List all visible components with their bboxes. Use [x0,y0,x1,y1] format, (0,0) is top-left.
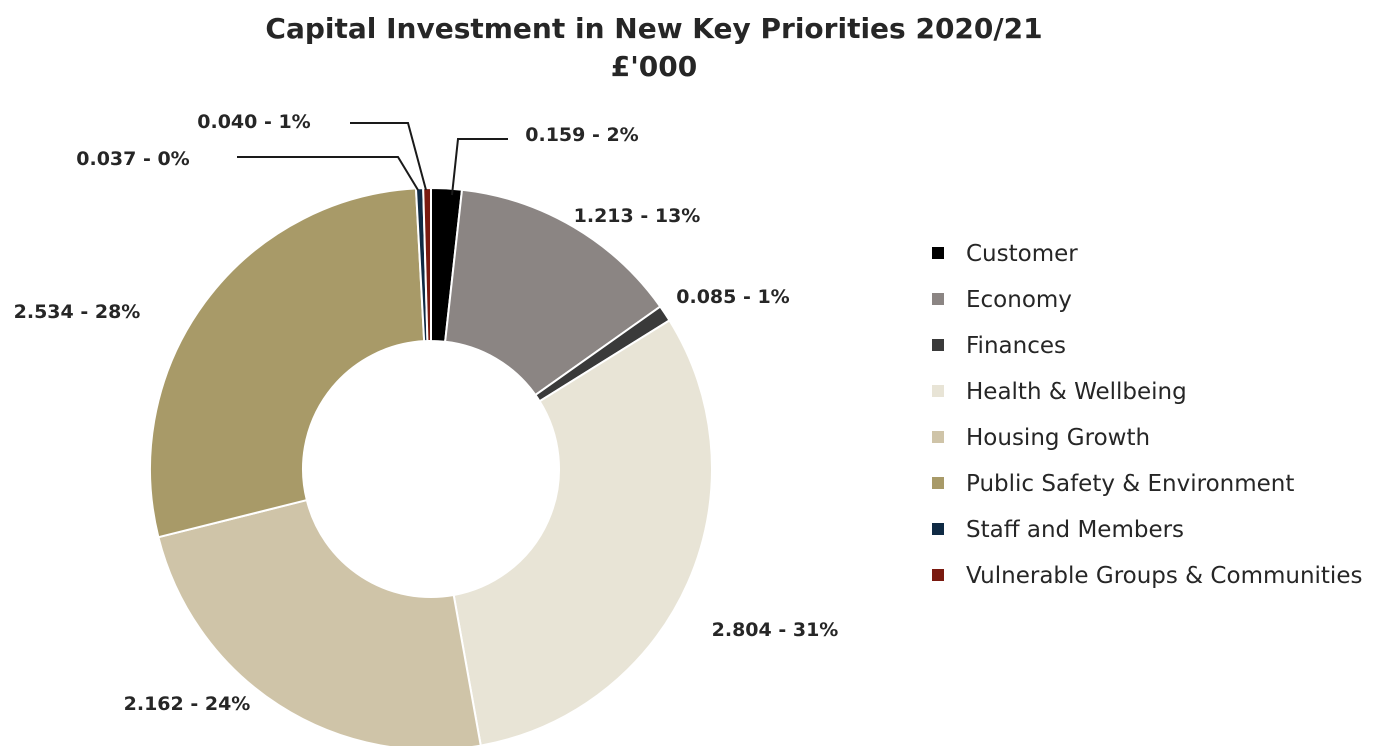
data-label-health-and-wellbeing: 2.804 - 31% [712,619,839,641]
data-label-public-safety-and-environment: 2.534 - 28% [14,301,141,323]
leader-line-customer [451,138,508,196]
data-label-housing-growth: 2.162 - 24% [124,693,251,715]
legend-label-customer: Customer [966,241,1078,267]
legend-swatch-public-safety-and-environment [932,477,944,489]
data-label-staff-and-members: 0.037 - 0% [76,148,189,170]
data-label-vulnerable-groups-and-communities: 0.040 - 1% [197,111,310,133]
slice-health-and-wellbeing [452,318,713,746]
legend-label-health-and-wellbeing: Health & Wellbeing [966,379,1187,405]
data-label-customer: 0.159 - 2% [525,124,638,146]
legend-swatch-vulnerable-groups-and-communities [932,569,944,581]
chart-title-line-2: £'000 [611,50,698,83]
leader-line-vulnerable-groups-and-communities [350,122,427,191]
legend-swatch-customer [932,247,944,259]
legend-label-housing-growth: Housing Growth [966,425,1150,451]
leader-line-group [237,122,508,196]
legend-label-public-safety-and-environment: Public Safety & Environment [966,471,1294,497]
data-label-finances: 0.085 - 1% [676,286,789,308]
chart-title: Capital Investment in New Key Priorities… [265,12,1042,83]
data-label-economy: 1.213 - 13% [574,205,701,227]
slice-public-safety-and-environment [149,187,426,539]
legend-label-finances: Finances [966,333,1066,359]
data-label-group: 0.159 - 2% 1.213 - 13% 0.085 - 1% 2.804 - 3… [14,111,839,715]
legend-swatch-housing-growth [932,431,944,443]
legend-swatch-finances [932,339,944,351]
slice-group [149,186,713,746]
chart-title-line-1: Capital Investment in New Key Priorities… [265,12,1042,45]
legend-swatch-staff-and-members [932,523,944,535]
legend-swatch-health-and-wellbeing [932,385,944,397]
legend-label-economy: Economy [966,287,1072,313]
slice-housing-growth [157,498,482,746]
legend-swatch-economy [932,293,944,305]
leader-line-staff-and-members [237,156,419,191]
legend-label-vulnerable-groups-and-communities: Vulnerable Groups & Communities [966,563,1362,589]
legend: Customer Economy Finances Health & Wellbein… [932,241,1362,589]
legend-label-staff-and-members: Staff and Members [966,517,1184,543]
